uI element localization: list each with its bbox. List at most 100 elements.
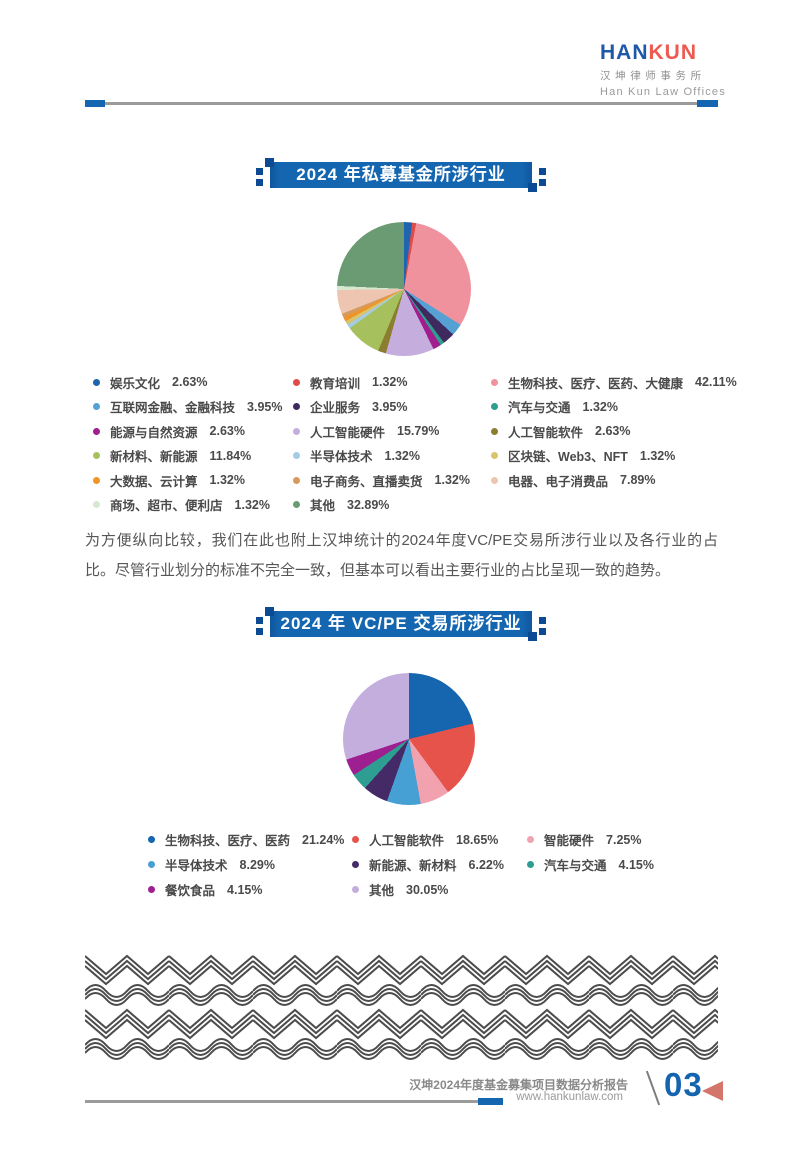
legend-item: 人工智能硬件 15.79% [293,419,491,444]
legend-label: 其他 [369,884,395,898]
legend-item: 商场、超市、便利店 1.32% [93,493,293,518]
footer-divider-rule [85,1100,478,1103]
legend-item: 餐饮食品 4.15% [148,877,352,902]
legend-color-dot [93,403,100,411]
banner-notch-icon [256,179,263,186]
legend-label: 电子商务、直播卖货 [310,474,423,489]
pie-chart-vcpe-deals [343,673,475,805]
legend-color-dot [148,861,155,868]
legend-label: 生物科技、医疗、医药 [165,834,291,848]
legend-value: 1.32% [639,448,676,463]
legend-color-dot [491,427,498,435]
legend-label: 大数据、云计算 [110,474,198,489]
logo-chinese-name: 汉坤律师事务所 [600,70,706,82]
legend-item: 新材料、新能源 11.84% [93,444,293,469]
legend-label: 娱乐文化 [110,376,161,391]
legend-value: 2.63% [209,424,245,439]
legend-color-dot [491,476,498,484]
pie-chart-private-funds [337,222,471,356]
legend-item: 区块链、Web3、NFT 1.32% [491,444,737,469]
legend-value: 18.65% [456,832,499,847]
legend-label: 汽车与交通 [508,401,571,416]
legend-color-dot [93,427,100,435]
legend-item: 人工智能软件 18.65% [352,827,527,852]
legend-label: 电器、电子消费品 [508,474,609,489]
legend-label: 其他 [310,499,336,514]
legend-value: 8.29% [239,857,275,872]
legend-item: 生物科技、医疗、医药 21.24% [148,827,352,852]
legend-color-dot [491,452,498,460]
legend-item: 其他 30.05% [352,877,527,902]
header-rule-gray-bar [105,102,698,105]
legend-label: 人工智能软件 [508,425,584,440]
legend-item: 汽车与交通 1.32% [491,395,737,420]
legend-item: 汽车与交通 4.15% [527,852,708,877]
legend-item: 生物科技、医疗、医药、大健康 42.11% [491,370,737,395]
legend-color-dot [293,378,300,386]
header-divider-rule [85,100,718,107]
page-corner-triangle-icon [702,1081,723,1101]
legend-item: 娱乐文化 2.63% [93,370,293,395]
legend-item: 电器、电子消费品 7.89% [491,468,737,493]
chart2-title: 2024 年 VC/PE 交易所涉行业 [280,614,522,633]
pie-chart-2-legend: 生物科技、医疗、医药 21.24% 人工智能软件 18.65% 智能硬件 7.25% 半导体… [148,827,708,902]
hankun-logo: HANKUN 汉坤律师事务所 Han Kun Law Offices [600,42,726,99]
legend-color-dot [352,861,359,868]
legend-item: 智能硬件 7.25% [527,827,708,852]
banner-notch-icon [539,628,546,635]
legend-value: 7.25% [606,832,642,847]
legend-color-dot [491,378,498,386]
legend-color-dot [93,501,100,509]
legend-color-dot [148,886,155,893]
legend-value: 3.95% [247,399,283,414]
banner-notch-icon [256,617,263,624]
banner-notch-icon [539,179,546,186]
legend-color-dot [293,427,300,435]
banner-notch-icon [528,183,537,192]
legend-item: 其他 32.89% [293,493,491,518]
legend-color-dot [352,886,359,893]
legend-item: 新能源、新材料 6.22% [352,852,527,877]
legend-color-dot [293,403,300,411]
chart2-title-banner: 2024 年 VC/PE 交易所涉行业 [256,607,546,641]
banner-notch-icon [539,617,546,624]
legend-color-dot [293,476,300,484]
legend-value: 15.79% [397,424,440,439]
legend-color-dot [93,378,100,386]
logo-english-name: Han Kun Law Offices [600,86,726,98]
legend-color-dot [93,452,100,460]
footer-website-link[interactable]: www.hankunlaw.com [516,1091,623,1103]
legend-value: 4.15% [618,857,654,872]
legend-value: 2.63% [595,424,631,439]
legend-label: 新材料、新能源 [110,450,198,465]
banner-notch-icon [256,628,263,635]
legend-value: 7.89% [620,473,656,488]
page-number: 03 [664,1066,703,1103]
chart1-title-banner: 2024 年私募基金所涉行业 [256,158,546,192]
legend-item: 半导体技术 8.29% [148,852,352,877]
legend-item: 企业服务 3.95% [293,395,491,420]
legend-item: 人工智能软件 2.63% [491,419,737,444]
legend-item: 互联网金融、金融科技 3.95% [93,395,293,420]
legend-item: 教育培训 1.32% [293,370,491,395]
legend-value: 3.95% [372,399,408,414]
header-rule-blue-cap-left [85,100,105,107]
chart1-title: 2024 年私募基金所涉行业 [296,165,506,184]
banner-notch-icon [265,607,274,616]
legend-label: 餐饮食品 [165,884,216,898]
legend-value: 32.89% [347,497,390,512]
legend-value: 1.32% [434,473,470,488]
legend-value: 2.63% [172,375,208,390]
header-rule-blue-cap-right [697,100,718,107]
decorative-wave-pattern [85,953,718,1063]
legend-color-dot [527,836,534,843]
legend-color-dot [352,836,359,843]
legend-label: 企业服务 [310,401,361,416]
legend-label: 人工智能软件 [369,834,445,848]
legend-item: 能源与自然资源 2.63% [93,419,293,444]
legend-value: 1.32% [384,448,420,463]
legend-label: 商场、超市、便利店 [110,499,223,514]
legend-label: 智能硬件 [544,834,595,848]
banner-notch-icon [265,158,274,167]
legend-label: 教育培训 [310,376,361,391]
